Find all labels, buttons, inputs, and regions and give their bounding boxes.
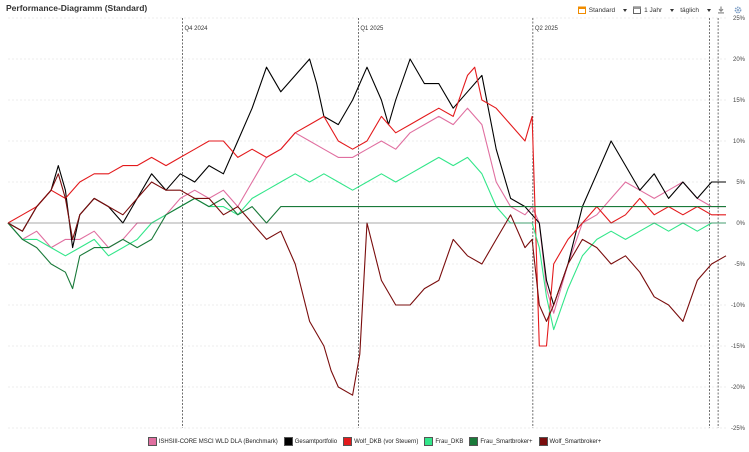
legend-item[interactable]: Frau_DKB	[424, 437, 463, 446]
gear-icon	[734, 6, 742, 14]
quarter-marker-label: Q2 2025	[535, 26, 559, 32]
chart-toolbar: Standard 1 Jahr täglich	[572, 4, 745, 16]
legend-swatch	[469, 437, 479, 446]
legend-item[interactable]: ISHSIII-CORE MSCI WLD DLA (Benchmark)	[147, 437, 278, 446]
legend-item[interactable]: Wolf_Smartbroker+	[538, 437, 602, 446]
legend-label: Frau_Smartbroker+	[480, 438, 533, 445]
quarter-marker-label: Q4 2024	[184, 26, 208, 32]
series-line	[7, 197, 726, 290]
calendar-icon	[633, 6, 642, 14]
legend-item[interactable]: Gesamtportfolio	[283, 437, 338, 446]
legend-swatch	[283, 437, 293, 446]
y-tick-label: 25%	[733, 16, 746, 22]
legend-label: Wolf_Smartbroker+	[549, 438, 602, 445]
y-tick-label: -25%	[731, 426, 746, 432]
view-label: Standard	[588, 6, 616, 14]
y-tick-label: -15%	[731, 344, 746, 350]
chevron-down-icon	[623, 8, 628, 12]
series-line	[7, 107, 726, 314]
series-line	[7, 173, 727, 396]
legend-swatch	[147, 437, 157, 446]
y-tick-label: 20%	[733, 57, 746, 63]
legend-item[interactable]: Wolf_DKB (vor Steuern)	[343, 437, 418, 446]
settings-button[interactable]	[734, 6, 745, 14]
y-tick-label: 15%	[733, 98, 746, 104]
legend-item[interactable]: Frau_Smartbroker+	[469, 437, 533, 446]
y-tick-label: -5%	[734, 262, 745, 268]
legend-label: ISHSIII-CORE MSCI WLD DLA (Benchmark)	[158, 438, 278, 445]
download-icon	[718, 6, 724, 14]
interval-dropdown[interactable]: täglich	[680, 7, 711, 14]
y-tick-label: -20%	[731, 385, 746, 391]
y-tick-label: 10%	[733, 139, 746, 145]
legend-swatch	[424, 437, 434, 446]
legend-swatch	[538, 437, 548, 446]
chevron-down-icon	[707, 8, 711, 12]
view-dropdown[interactable]: Standard	[577, 6, 628, 14]
chart-legend: ISHSIII-CORE MSCI WLD DLA (Benchmark) Ges…	[0, 437, 749, 446]
y-tick-label: 0%	[736, 221, 745, 227]
calendar-view-icon	[577, 6, 586, 14]
period-dropdown[interactable]: 1 Jahr	[633, 6, 675, 14]
y-tick-label: 5%	[736, 180, 745, 186]
legend-swatch	[343, 437, 353, 446]
legend-label: Wolf_DKB (vor Steuern)	[354, 438, 419, 445]
chevron-down-icon	[670, 8, 675, 12]
quarter-marker-label: Q1 2025	[360, 26, 384, 32]
series-line	[7, 58, 726, 306]
series-line	[7, 156, 726, 331]
page-title: Performance-Diagramm (Standard)	[6, 3, 148, 13]
legend-label: Frau_DKB	[435, 438, 464, 445]
y-tick-label: -10%	[731, 303, 746, 309]
interval-label: täglich	[680, 6, 699, 14]
legend-label: Gesamtportfolio	[294, 438, 338, 445]
series-line	[7, 66, 726, 347]
download-button[interactable]	[717, 6, 728, 14]
period-label: 1 Jahr	[644, 6, 663, 14]
